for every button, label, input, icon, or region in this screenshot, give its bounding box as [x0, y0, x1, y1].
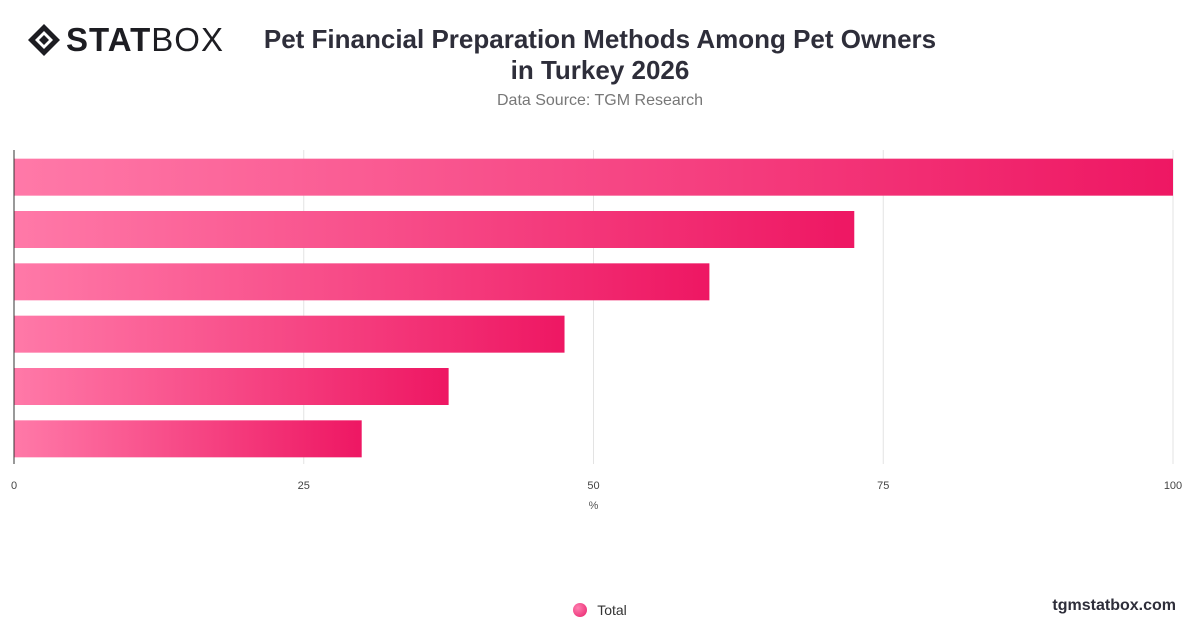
x-tick-label: 0 [11, 480, 17, 492]
logo-wordmark: STATBOX [66, 22, 224, 58]
bar[interactable] [14, 368, 449, 405]
chart-subtitle: Data Source: TGM Research [496, 92, 703, 109]
statbox-logo-icon [28, 24, 60, 56]
bar[interactable] [14, 263, 710, 301]
x-tick-label: 100 [1164, 480, 1182, 492]
bar[interactable] [14, 315, 565, 353]
logo-wordmark-light: BOX [151, 21, 224, 58]
x-tick-label: 50 [587, 480, 599, 492]
watermark: tgmstatbox.com [1052, 597, 1176, 614]
x-tick-label: 25 [298, 480, 310, 492]
x-axis-title: % [589, 500, 599, 512]
chart-title-line2: in Turkey 2026 [510, 55, 690, 85]
statbox-logo: STATBOX [26, 22, 224, 58]
bar[interactable] [14, 158, 1173, 196]
logo-wordmark-bold: STAT [66, 21, 152, 58]
legend-label-total: Total [597, 602, 627, 618]
x-tick-label: 75 [877, 480, 889, 492]
bar[interactable] [14, 211, 855, 248]
chart-title: Pet Financial Preparation Methods Among … [250, 24, 950, 86]
chart-legend: Total [0, 602, 1200, 618]
legend-marker [573, 603, 588, 617]
bar[interactable] [14, 420, 362, 458]
chart-title-line1: Pet Financial Preparation Methods Among … [263, 24, 937, 54]
